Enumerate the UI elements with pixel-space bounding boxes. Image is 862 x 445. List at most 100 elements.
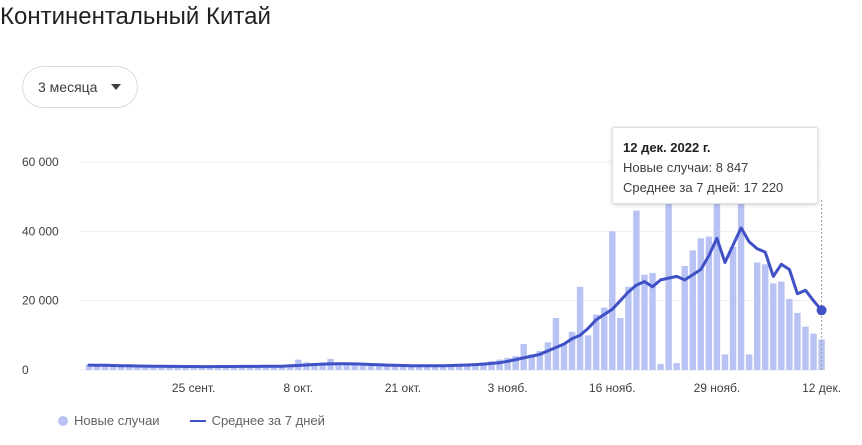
bar[interactable] xyxy=(633,210,640,370)
highlight-point[interactable] xyxy=(816,305,827,316)
bar[interactable] xyxy=(158,366,165,370)
range-dropdown[interactable]: 3 месяца xyxy=(22,66,138,108)
bar[interactable] xyxy=(335,363,342,370)
y-tick-label: 60 000 xyxy=(22,155,59,169)
bar[interactable] xyxy=(126,366,133,370)
bar[interactable] xyxy=(496,359,503,370)
bar[interactable] xyxy=(584,335,592,370)
bar[interactable] xyxy=(391,365,399,370)
bar[interactable] xyxy=(641,274,648,370)
bar[interactable] xyxy=(206,366,213,370)
bar[interactable] xyxy=(625,286,632,370)
bar[interactable] xyxy=(415,365,423,370)
bar[interactable] xyxy=(617,318,624,370)
bar[interactable] xyxy=(737,195,745,370)
bar[interactable] xyxy=(544,342,552,370)
bar[interactable] xyxy=(375,365,383,370)
bar[interactable] xyxy=(665,195,672,370)
bar[interactable] xyxy=(601,307,608,370)
bar[interactable] xyxy=(753,262,761,370)
bar[interactable] xyxy=(431,366,439,370)
bar[interactable] xyxy=(721,354,729,370)
bar[interactable] xyxy=(456,364,463,370)
bar[interactable] xyxy=(649,272,656,370)
bar[interactable] xyxy=(576,286,584,370)
bar[interactable] xyxy=(673,363,680,370)
bar[interactable] xyxy=(770,283,777,370)
y-axis: 0 20 000 40 000 60 000 xyxy=(22,155,59,377)
bar[interactable] xyxy=(222,366,230,370)
bar[interactable] xyxy=(383,365,391,370)
bar[interactable] xyxy=(101,365,109,370)
bar[interactable] xyxy=(246,366,254,370)
bar[interactable] xyxy=(762,264,769,370)
bar[interactable] xyxy=(287,365,294,370)
bar[interactable] xyxy=(109,366,117,370)
bar[interactable] xyxy=(528,354,535,370)
bar[interactable] xyxy=(118,366,125,370)
bar[interactable] xyxy=(214,366,222,370)
bar[interactable] xyxy=(512,356,519,370)
bar[interactable] xyxy=(166,366,173,370)
bar[interactable] xyxy=(472,363,479,370)
highlight-marker xyxy=(816,200,827,370)
x-axis: 25 сент. 8 окт. 21 окт. 3 нояб. 16 нояб. 29 н… xyxy=(172,381,841,395)
bar[interactable] xyxy=(311,364,318,370)
bar[interactable] xyxy=(713,195,721,370)
bar[interactable] xyxy=(182,366,189,370)
bar[interactable] xyxy=(592,314,600,370)
range-dropdown-label: 3 месяца xyxy=(38,79,98,95)
bar[interactable] xyxy=(794,312,801,370)
bar[interactable] xyxy=(399,365,407,370)
bar[interactable] xyxy=(85,364,93,370)
bar[interactable] xyxy=(802,326,809,370)
bar[interactable] xyxy=(786,298,793,370)
bar[interactable] xyxy=(560,344,568,370)
bar[interactable] xyxy=(552,318,560,370)
bar[interactable] xyxy=(174,366,181,370)
bar[interactable] xyxy=(657,364,664,370)
bar[interactable] xyxy=(480,362,487,370)
bar[interactable] xyxy=(407,366,415,370)
bar[interactable] xyxy=(609,231,616,370)
bar[interactable] xyxy=(818,339,825,370)
bar[interactable] xyxy=(359,364,366,370)
bar[interactable] xyxy=(134,366,141,370)
x-tick-label: 8 окт. xyxy=(284,381,314,395)
bar[interactable] xyxy=(238,366,246,370)
bar[interactable] xyxy=(262,366,270,370)
bar[interactable] xyxy=(448,365,455,370)
bar[interactable] xyxy=(254,366,262,370)
bar[interactable] xyxy=(810,333,817,370)
bar[interactable] xyxy=(440,365,447,370)
bar[interactable] xyxy=(568,331,576,370)
x-tick-label: 25 сент. xyxy=(172,381,215,395)
page-title: Континентальный Китай xyxy=(0,3,271,30)
bar[interactable] xyxy=(423,366,431,370)
bar[interactable] xyxy=(464,365,471,370)
bar[interactable] xyxy=(150,366,157,370)
bar[interactable] xyxy=(93,365,101,370)
bar[interactable] xyxy=(705,236,713,370)
bar[interactable] xyxy=(279,366,286,370)
bar[interactable] xyxy=(319,365,326,370)
bar[interactable] xyxy=(270,366,278,370)
bar[interactable] xyxy=(190,366,197,370)
bar[interactable] xyxy=(745,354,753,370)
bar[interactable] xyxy=(367,365,374,370)
bar[interactable] xyxy=(729,246,737,370)
bar[interactable] xyxy=(488,361,495,370)
bar[interactable] xyxy=(778,281,785,370)
bar[interactable] xyxy=(697,238,705,370)
bar[interactable] xyxy=(681,266,688,370)
bar[interactable] xyxy=(142,366,149,370)
bar[interactable] xyxy=(504,357,511,370)
bar[interactable] xyxy=(536,350,544,370)
bar[interactable] xyxy=(689,250,696,370)
bar[interactable] xyxy=(343,364,350,370)
bar[interactable] xyxy=(230,366,238,370)
bar[interactable] xyxy=(351,364,358,370)
legend-line-swatch xyxy=(189,419,206,422)
bar[interactable] xyxy=(198,366,205,370)
